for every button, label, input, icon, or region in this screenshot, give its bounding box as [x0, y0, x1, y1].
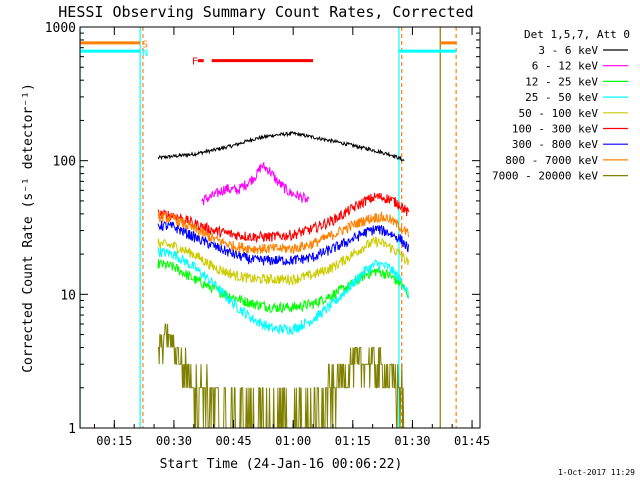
- series-7000_20000keV: [158, 323, 405, 429]
- series-6_12keV: [201, 161, 310, 206]
- legend-label: 3 - 6 keV: [538, 44, 598, 57]
- x-axis-label: Start Time (24-Jan-16 00:06:22): [160, 457, 403, 472]
- x-tick-label: 01:30: [394, 434, 430, 448]
- axes: 00:15 00:30 00:45 01:00 01:15 01:30 01:45 1 10 10…: [45, 21, 490, 448]
- legend-label: 50 - 100 keV: [519, 107, 599, 120]
- x-tick-label: 00:45: [215, 434, 251, 448]
- y-axis-label: Corrected Count Rate (s⁻¹ detector⁻¹): [21, 83, 36, 373]
- plot-area: SN F: [79, 27, 457, 429]
- annotation-N: N: [142, 48, 148, 59]
- x-tick-label: 00:30: [156, 434, 192, 448]
- legend-label: 7000 - 20000 keV: [492, 170, 598, 183]
- annotation-S: S: [142, 40, 148, 51]
- series-50_100keV: [157, 235, 409, 287]
- legend-label: 100 - 300 keV: [512, 123, 598, 136]
- annotation-F: F: [192, 57, 198, 68]
- y-tick-label: 1: [68, 422, 76, 437]
- series-100_300keV: [157, 192, 409, 244]
- x-tick-label: 01:45: [454, 434, 490, 448]
- y-tick-label: 100: [53, 155, 76, 170]
- series-12_25keV: [157, 258, 409, 314]
- legend: Det 1,5,7, Att 0 3 - 6 keV 6 - 12 keV 12 -…: [492, 28, 630, 183]
- legend-label: 300 - 800 keV: [512, 138, 598, 151]
- series-3_6keV: [157, 130, 405, 162]
- legend-label: 800 - 7000 keV: [505, 154, 598, 167]
- series-800_7000keV: [157, 210, 409, 255]
- series-25_50keV: [157, 247, 409, 335]
- series-300_800keV: [157, 220, 409, 266]
- plot-frame: [79, 26, 481, 429]
- y-tick-label: 10: [60, 288, 76, 303]
- x-tick-label: 00:15: [96, 434, 132, 448]
- x-tick-label: 01:15: [335, 434, 371, 448]
- legend-label: 25 - 50 keV: [525, 91, 598, 104]
- legend-label: 12 - 25 keV: [525, 75, 598, 88]
- legend-title: Det 1,5,7, Att 0: [524, 28, 630, 41]
- footer-timestamp: 1-Oct-2017 11:29: [558, 468, 635, 477]
- x-tick-label: 01:00: [275, 434, 311, 448]
- chart-title: HESSI Observing Summary Count Rates, Cor…: [58, 3, 473, 21]
- legend-label: 6 - 12 keV: [532, 60, 599, 73]
- y-tick-label: 1000: [45, 21, 76, 36]
